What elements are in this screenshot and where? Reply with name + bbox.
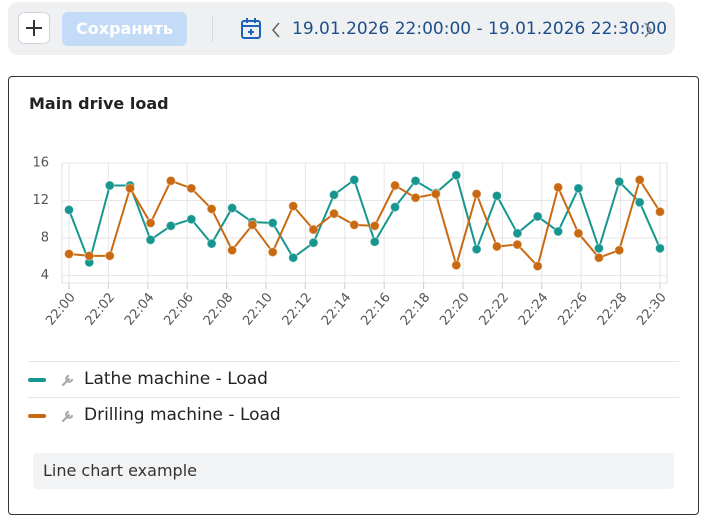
data-point — [84, 250, 95, 261]
data-point — [655, 206, 665, 217]
date-range[interactable]: 19.01.2026 22:00:00 - 19.01.2026 22:30:0… — [292, 19, 668, 39]
data-point — [227, 203, 238, 213]
data-point — [532, 261, 543, 272]
wrench-icon — [61, 410, 74, 423]
data-point — [410, 175, 421, 186]
separator — [212, 16, 213, 42]
legend-label: Drilling machine - Load — [84, 405, 281, 425]
data-point — [471, 188, 482, 199]
data-point — [593, 252, 604, 263]
data-point — [593, 243, 604, 254]
data-point — [451, 170, 462, 181]
prev-button[interactable] — [270, 20, 282, 40]
data-point — [614, 245, 625, 256]
data-point — [532, 211, 543, 222]
data-point — [634, 174, 645, 185]
caption: Line chart example — [33, 453, 674, 489]
series-line — [68, 177, 661, 269]
data-point — [104, 250, 115, 261]
x-tick-label: 22:00 — [43, 290, 79, 328]
data-point — [328, 189, 339, 200]
data-point — [64, 204, 74, 215]
add-button[interactable] — [18, 12, 50, 44]
x-tick-label: 22:26 — [555, 290, 591, 328]
x-tick-label: 22:08 — [201, 290, 237, 328]
data-point — [553, 182, 564, 193]
data-point — [104, 180, 115, 191]
data-point — [614, 176, 625, 187]
data-point — [206, 203, 217, 214]
legend-label: Lathe machine - Load — [84, 369, 268, 389]
x-tick-label: 22:18 — [398, 290, 434, 328]
x-tick-label: 22:10 — [240, 290, 276, 328]
toolbar: Сохранить 19.01.2026 22:00:00 - 19.01.20… — [8, 2, 675, 55]
x-tick-label: 22:28 — [595, 290, 631, 328]
data-point — [491, 241, 502, 252]
x-tick-label: 22:12 — [280, 290, 316, 328]
chart-card: 4 8 12 16 22:00 22:02 22:04 22:06 22:08 22:10 22:1… — [8, 76, 699, 515]
data-point — [491, 190, 502, 201]
data-point — [451, 260, 462, 271]
legend-swatch — [28, 378, 46, 382]
data-point — [145, 234, 156, 245]
y-tick-label: 8 — [41, 231, 49, 246]
x-tick-label: 22:22 — [477, 290, 513, 328]
data-point — [410, 192, 421, 203]
x-tick-label: 22:24 — [516, 290, 552, 328]
data-point — [328, 208, 339, 219]
save-button[interactable]: Сохранить — [62, 12, 187, 46]
data-point — [186, 183, 197, 194]
data-point — [471, 244, 482, 255]
plus-icon — [26, 20, 42, 36]
data-point — [573, 228, 584, 239]
x-tick-label: 22:30 — [634, 290, 670, 328]
y-tick-label: 12 — [32, 193, 49, 208]
data-point — [308, 224, 319, 235]
data-point — [512, 239, 523, 250]
data-point — [308, 237, 319, 248]
next-button[interactable] — [642, 20, 654, 40]
data-point — [267, 218, 278, 228]
chart-title: Main drive load — [29, 94, 169, 113]
x-tick-label: 22:16 — [358, 290, 394, 328]
data-point — [634, 197, 645, 208]
x-tick-label: 22:04 — [122, 290, 158, 328]
data-point — [227, 245, 238, 256]
data-point — [247, 219, 258, 230]
data-point — [349, 219, 360, 230]
data-point — [206, 238, 217, 249]
x-tick-label: 22:02 — [83, 290, 119, 328]
data-point — [390, 180, 401, 191]
x-tick-label: 22:20 — [437, 290, 473, 328]
data-point — [145, 218, 156, 228]
data-point — [64, 248, 74, 259]
data-point — [186, 214, 197, 225]
data-point — [390, 202, 401, 213]
data-point — [573, 183, 584, 194]
data-point — [430, 188, 441, 199]
data-point — [349, 174, 360, 185]
y-tick-label: 4 — [41, 268, 49, 283]
data-point — [288, 201, 299, 212]
data-point — [369, 220, 380, 231]
calendar-icon[interactable] — [240, 17, 262, 41]
wrench-icon — [61, 374, 74, 387]
legend-item[interactable]: Drilling machine - Load — [28, 397, 679, 434]
y-tick-label: 16 — [32, 156, 49, 171]
x-tick-label: 22:14 — [319, 290, 355, 328]
data-point — [165, 175, 176, 186]
legend-swatch — [28, 414, 46, 418]
data-point — [512, 228, 523, 239]
data-point — [267, 247, 278, 258]
data-point — [165, 220, 176, 231]
data-point — [288, 252, 299, 263]
data-point — [655, 243, 665, 254]
data-point — [125, 183, 136, 194]
legend-item[interactable]: Lathe machine - Load — [28, 361, 679, 398]
x-tick-label: 22:06 — [161, 290, 197, 328]
data-point — [553, 226, 564, 237]
data-point — [369, 236, 380, 247]
